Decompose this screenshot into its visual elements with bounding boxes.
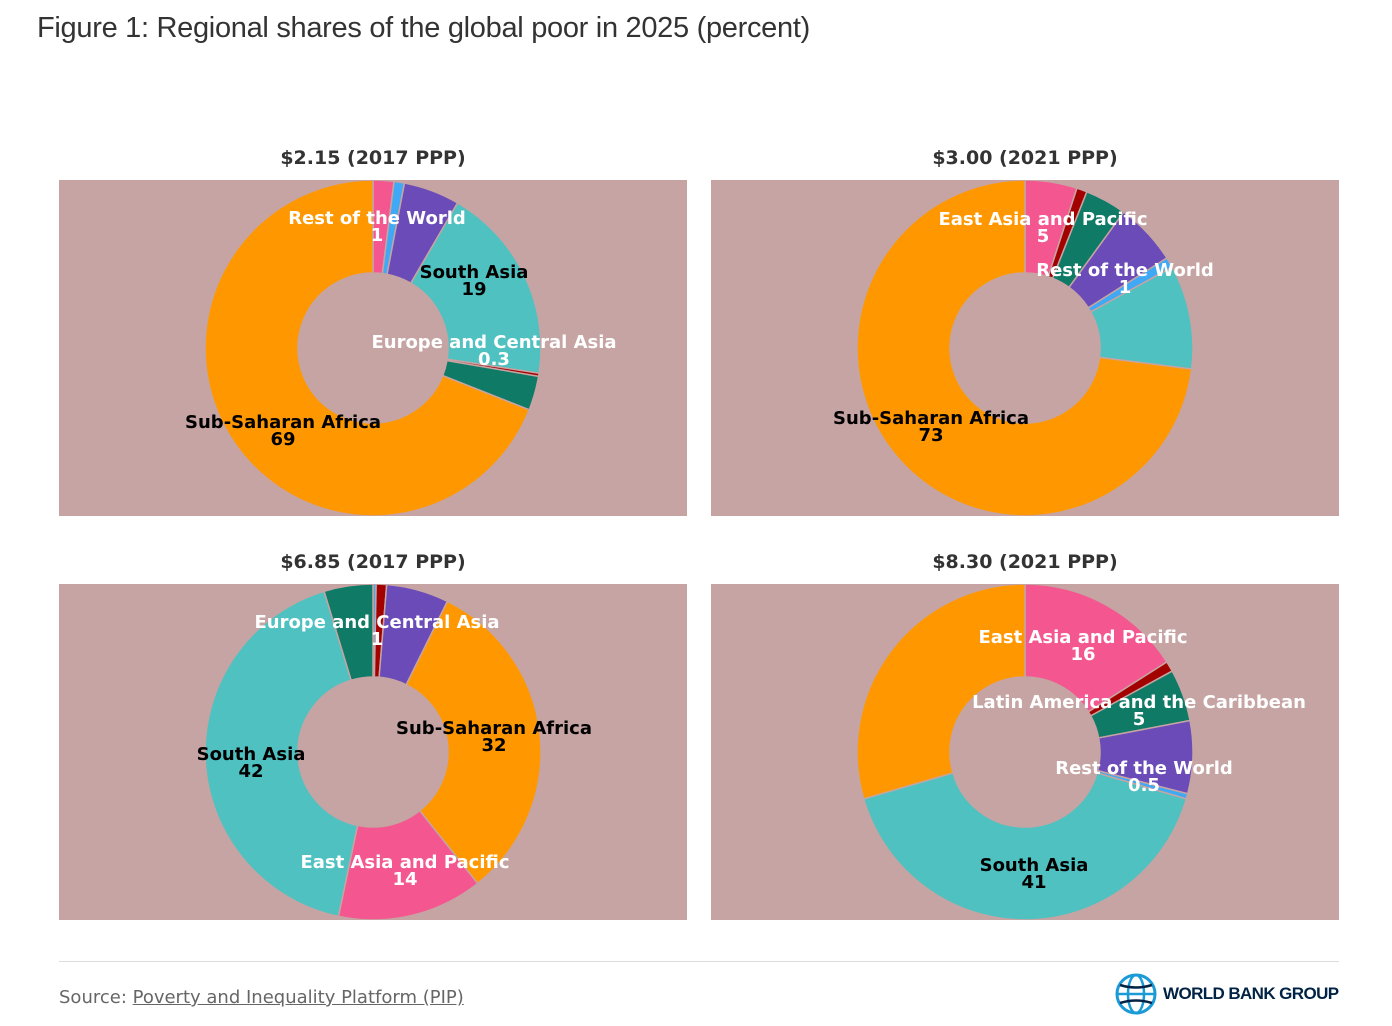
data-label-value: 5 bbox=[1036, 226, 1050, 247]
donut-slice[interactable] bbox=[405, 600, 542, 885]
data-label: South Asia 41 bbox=[979, 855, 1089, 893]
chart-title: $6.85 (2017 PPP) bbox=[280, 551, 466, 573]
data-label-value: 73 bbox=[918, 425, 944, 446]
data-label: Rest of the World 1 bbox=[1036, 260, 1214, 298]
data-label-value: 69 bbox=[270, 429, 296, 450]
donut-slice[interactable] bbox=[856, 584, 1026, 800]
data-label-name: South Asia bbox=[979, 855, 1089, 876]
data-label-value: 19 bbox=[461, 279, 487, 300]
logo-text: WORLD BANK GROUP bbox=[1163, 984, 1339, 1003]
data-label-value: 42 bbox=[238, 761, 264, 782]
chart-panel bbox=[711, 584, 1339, 920]
data-label-value: 14 bbox=[392, 869, 418, 890]
figure-title: Figure 1: Regional shares of the global … bbox=[37, 12, 810, 44]
divider bbox=[59, 961, 1339, 962]
data-label: South Asia 42 bbox=[196, 744, 306, 782]
data-label-value: 1 bbox=[370, 225, 384, 246]
donut-chart bbox=[204, 584, 542, 920]
data-label: Rest of the World 1 bbox=[288, 208, 466, 246]
donut-slice[interactable] bbox=[856, 180, 1193, 516]
data-label-name: Europe and Central Asia bbox=[371, 332, 617, 353]
data-label-name: East Asia and Pacific bbox=[300, 852, 510, 873]
data-label-name: Sub-Saharan Africa bbox=[833, 408, 1029, 429]
data-label-name: Rest of the World bbox=[1036, 260, 1214, 281]
data-label: Sub-Saharan Africa 32 bbox=[396, 718, 592, 756]
data-label-name: Latin America and the Caribbean bbox=[972, 692, 1306, 713]
data-label-value: 32 bbox=[481, 735, 507, 756]
globe-icon bbox=[1115, 973, 1157, 1015]
donut-chart bbox=[856, 180, 1194, 516]
donut-slice[interactable] bbox=[862, 771, 1188, 920]
source-prefix: Source: bbox=[59, 987, 133, 1008]
data-label: Sub-Saharan Africa 69 bbox=[185, 412, 381, 450]
donut-slice[interactable] bbox=[1024, 584, 1168, 713]
data-label-name: Rest of the World bbox=[1055, 758, 1233, 779]
data-label: South Asia 19 bbox=[419, 262, 529, 300]
data-label-value: 5 bbox=[1132, 709, 1146, 730]
data-label: Rest of the World 0.5 bbox=[1055, 758, 1233, 796]
donut-chart bbox=[856, 584, 1194, 920]
chart-title: $8.30 (2021 PPP) bbox=[932, 551, 1118, 573]
data-label-name: Sub-Saharan Africa bbox=[185, 412, 381, 433]
data-label-value: 41 bbox=[1021, 872, 1047, 893]
data-label: Europe and Central Asia 0.3 bbox=[371, 332, 617, 370]
data-label: Sub-Saharan Africa 73 bbox=[833, 408, 1029, 446]
chart-title: $3.00 (2021 PPP) bbox=[932, 147, 1118, 169]
data-label: Europe and Central Asia 1 bbox=[254, 612, 500, 650]
world-bank-logo: WORLD BANK GROUP bbox=[1114, 972, 1339, 1016]
source-link[interactable]: Poverty and Inequality Platform (PIP) bbox=[132, 987, 464, 1008]
data-label-value: 0.5 bbox=[1128, 775, 1160, 796]
data-label-name: South Asia bbox=[196, 744, 306, 765]
data-label: East Asia and Pacific 5 bbox=[938, 209, 1148, 247]
data-label: East Asia and Pacific 14 bbox=[300, 852, 510, 890]
data-label-value: 16 bbox=[1070, 644, 1096, 665]
data-label-name: Europe and Central Asia bbox=[254, 612, 500, 633]
data-label: Latin America and the Caribbean 5 bbox=[972, 692, 1306, 730]
data-label-name: East Asia and Pacific bbox=[938, 209, 1148, 230]
donut-slice[interactable] bbox=[323, 584, 374, 682]
data-label-name: Rest of the World bbox=[288, 208, 466, 229]
data-label-name: South Asia bbox=[419, 262, 529, 283]
chart-panel bbox=[59, 180, 687, 516]
chart-title: $2.15 (2017 PPP) bbox=[280, 147, 466, 169]
data-label-value: 1 bbox=[370, 629, 384, 650]
data-label-name: Sub-Saharan Africa bbox=[396, 718, 592, 739]
chart-panel bbox=[59, 584, 687, 920]
donut-slice[interactable] bbox=[409, 201, 542, 375]
data-label: East Asia and Pacific 16 bbox=[978, 627, 1188, 665]
data-label-name: East Asia and Pacific bbox=[978, 627, 1188, 648]
data-label-value: 0.3 bbox=[478, 349, 510, 370]
data-label-value: 1 bbox=[1118, 277, 1132, 298]
donut-slice[interactable] bbox=[204, 180, 531, 516]
chart-panel bbox=[711, 180, 1339, 516]
donut-slice[interactable] bbox=[204, 590, 359, 918]
donut-chart bbox=[204, 180, 542, 516]
source-note: Source: Poverty and Inequality Platform … bbox=[59, 987, 464, 1008]
